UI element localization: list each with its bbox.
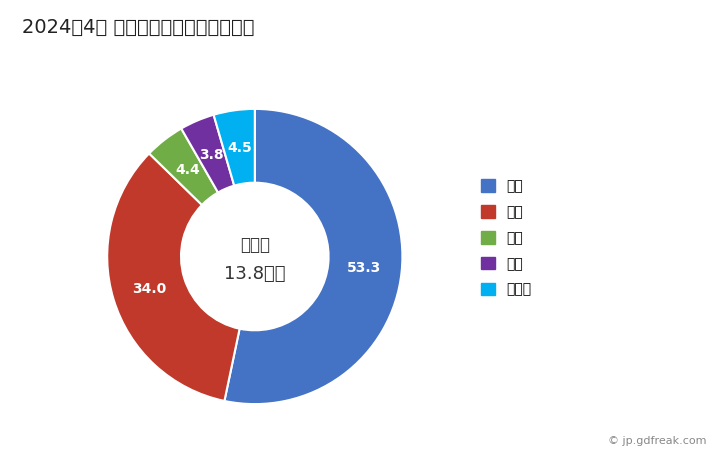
Text: 34.0: 34.0 <box>132 282 167 296</box>
Text: 総　額: 総 額 <box>240 236 270 254</box>
Wedge shape <box>181 115 234 193</box>
Wedge shape <box>107 153 240 401</box>
Text: 3.8: 3.8 <box>199 148 224 162</box>
Text: 4.4: 4.4 <box>175 162 199 176</box>
Text: 2024年4月 輸出相手国のシェア（％）: 2024年4月 輸出相手国のシェア（％） <box>22 18 254 37</box>
Text: © jp.gdfreak.com: © jp.gdfreak.com <box>608 436 706 446</box>
Wedge shape <box>149 129 218 205</box>
Legend: 米国, 英国, 香港, 中国, その他: 米国, 英国, 香港, 中国, その他 <box>476 174 537 302</box>
Text: 13.8億円: 13.8億円 <box>224 265 285 283</box>
Wedge shape <box>224 109 403 404</box>
Wedge shape <box>213 109 255 186</box>
Text: 53.3: 53.3 <box>347 261 381 275</box>
Text: 4.5: 4.5 <box>227 141 252 155</box>
